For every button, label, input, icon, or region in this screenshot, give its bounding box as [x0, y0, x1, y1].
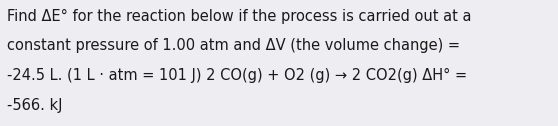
- Text: -566. kJ: -566. kJ: [7, 98, 62, 113]
- Text: constant pressure of 1.00 atm and ΔV (the volume change) =: constant pressure of 1.00 atm and ΔV (th…: [7, 38, 460, 53]
- Text: -24.5 L. (1 L · atm = 101 J) 2 CO(g) + O2 (g) → 2 CO2(g) ΔH° =: -24.5 L. (1 L · atm = 101 J) 2 CO(g) + O…: [7, 68, 467, 83]
- Text: Find ΔE° for the reaction below if the process is carried out at a: Find ΔE° for the reaction below if the p…: [7, 9, 471, 24]
